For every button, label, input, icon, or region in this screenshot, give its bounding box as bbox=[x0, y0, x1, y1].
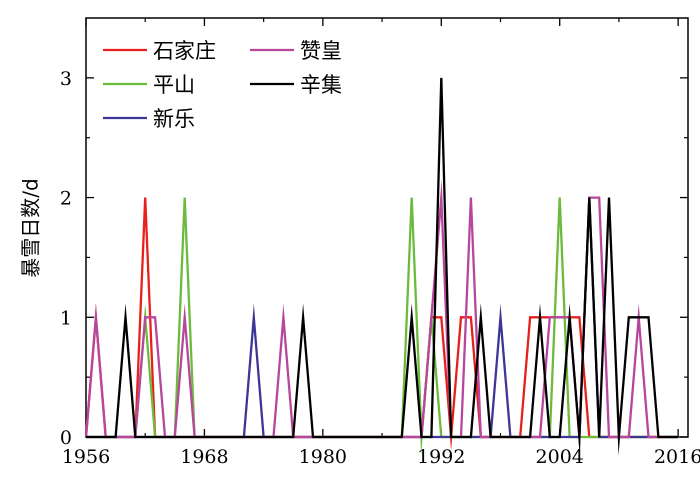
series-line-3 bbox=[86, 197, 679, 439]
y-tick-label: 1 bbox=[60, 307, 72, 329]
x-tick-label: 2016 bbox=[654, 446, 700, 468]
series-line-4 bbox=[84, 178, 679, 456]
y-tick-label: 0 bbox=[60, 427, 72, 449]
legend-label: 平山 bbox=[153, 73, 195, 97]
y-axis-label: 暴雪日数/d bbox=[19, 178, 43, 277]
series-layer bbox=[84, 77, 679, 456]
series-line-2 bbox=[86, 197, 679, 456]
y-tick-label: 3 bbox=[60, 68, 72, 90]
x-tick-label: 1956 bbox=[62, 446, 110, 468]
x-tick-label: 1968 bbox=[180, 446, 228, 468]
axis-tick-labels: 1956 1968 1980 1992 2004 2016 0 1 2 3 bbox=[60, 68, 700, 468]
y-tick-label: 2 bbox=[60, 188, 72, 210]
legend-label: 新乐 bbox=[153, 107, 195, 131]
legend-label: 赞皇 bbox=[300, 39, 342, 63]
x-tick-label: 2004 bbox=[536, 446, 584, 468]
x-tick-label: 1980 bbox=[299, 446, 347, 468]
series-line-1 bbox=[84, 197, 679, 452]
legend-label: 辛集 bbox=[300, 73, 342, 97]
legend-label: 石家庄 bbox=[153, 39, 216, 63]
series-line-5 bbox=[86, 77, 679, 456]
x-tick-label: 1992 bbox=[417, 446, 465, 468]
